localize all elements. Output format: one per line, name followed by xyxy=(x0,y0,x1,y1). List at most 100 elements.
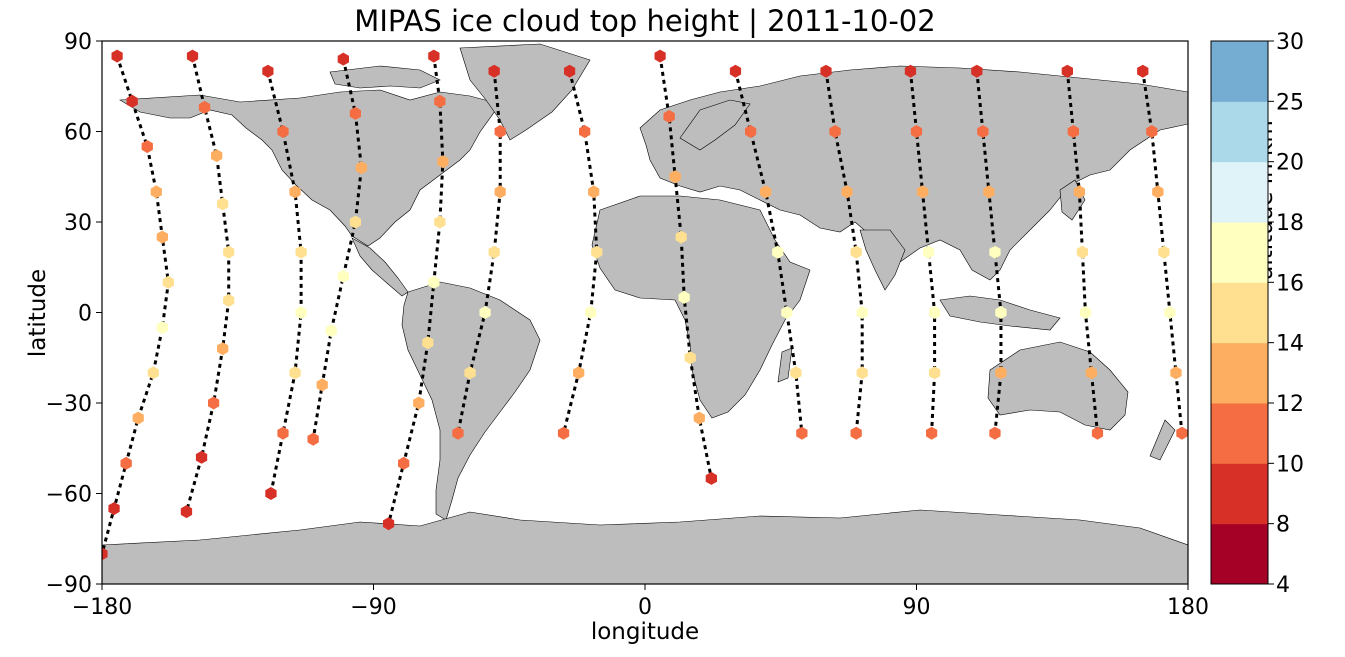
antarctica-landmass xyxy=(102,509,1188,584)
data-point xyxy=(211,149,223,163)
data-point xyxy=(745,125,757,138)
y-tick-label: −60 xyxy=(46,483,92,508)
y-tick-label: 30 xyxy=(64,211,92,236)
data-point xyxy=(195,450,208,464)
data-point xyxy=(557,426,570,440)
data-point xyxy=(971,64,983,78)
data-point xyxy=(841,185,853,199)
data-point xyxy=(337,52,349,66)
colorbar-segment xyxy=(1211,161,1268,223)
colorbar-tick-label: 16 xyxy=(1276,271,1304,296)
data-point xyxy=(262,64,274,78)
data-point xyxy=(217,342,229,356)
data-point xyxy=(349,215,361,229)
data-point xyxy=(102,547,108,561)
data-point xyxy=(1076,245,1088,259)
data-point xyxy=(850,426,862,440)
central-america-landmass xyxy=(351,237,409,297)
y-tick-label: 90 xyxy=(64,30,92,55)
data-point xyxy=(422,336,434,350)
data-point xyxy=(349,106,361,120)
data-point xyxy=(796,426,808,440)
india-landmass xyxy=(859,229,906,291)
australia-landmass xyxy=(987,341,1129,431)
colorbar-tick-label: 10 xyxy=(1276,452,1304,477)
data-point xyxy=(693,411,705,425)
data-point xyxy=(654,49,666,63)
data-point xyxy=(729,64,742,78)
data-point xyxy=(434,94,446,108)
data-point xyxy=(929,366,941,380)
data-point xyxy=(156,230,168,244)
data-point xyxy=(437,155,449,169)
data-point xyxy=(180,505,193,519)
data-point xyxy=(413,396,425,410)
north-america-landmass xyxy=(119,89,501,247)
data-point xyxy=(995,366,1007,380)
data-point xyxy=(850,245,862,259)
data-point xyxy=(398,456,410,470)
data-point xyxy=(1061,64,1073,78)
colorbar-tick-label: 14 xyxy=(1276,332,1304,357)
data-point xyxy=(198,100,211,114)
data-point xyxy=(781,306,793,319)
data-point xyxy=(989,426,1001,440)
data-point xyxy=(383,517,395,531)
data-point xyxy=(141,140,153,154)
data-point xyxy=(111,49,123,63)
colorbar-segment xyxy=(1211,282,1268,344)
colorbar-segment xyxy=(1211,222,1268,283)
data-point xyxy=(820,64,832,78)
data-point xyxy=(989,245,1001,259)
orbit-track xyxy=(102,55,170,555)
data-point xyxy=(1170,366,1182,380)
colorbar-tick-label: 12 xyxy=(1276,392,1304,417)
x-tick-label: 0 xyxy=(638,595,652,620)
data-point xyxy=(1146,125,1158,138)
data-point xyxy=(186,49,199,63)
data-point xyxy=(162,275,174,289)
data-point xyxy=(663,109,675,123)
colorbar-segment xyxy=(1211,101,1268,163)
data-point xyxy=(983,185,995,199)
x-tick-label: 180 xyxy=(1167,595,1209,620)
colorbar: 4 8 10 12 14 16 18 20 25 30 xyxy=(1210,30,1304,598)
data-point xyxy=(916,185,929,199)
data-point xyxy=(147,366,159,380)
data-point xyxy=(772,245,784,259)
data-point xyxy=(428,275,440,289)
colorbar-segment xyxy=(1211,403,1268,464)
data-point xyxy=(337,269,349,283)
data-point xyxy=(591,245,603,259)
x-axis-label: longitude xyxy=(590,619,700,645)
data-point xyxy=(926,426,938,440)
colorbar-segment xyxy=(1211,463,1268,525)
data-point xyxy=(325,324,337,338)
data-point xyxy=(295,245,307,259)
data-point xyxy=(1176,426,1188,440)
new-zealand-landmass xyxy=(1149,419,1176,461)
data-point xyxy=(760,185,772,199)
data-point xyxy=(684,351,696,365)
data-point xyxy=(277,125,289,138)
data-point xyxy=(1079,306,1092,319)
orbit-track xyxy=(185,55,231,513)
y-tick-label: −90 xyxy=(46,573,92,598)
data-point xyxy=(573,366,585,380)
data-point xyxy=(316,378,328,392)
data-point xyxy=(494,125,506,138)
data-point xyxy=(1073,185,1085,199)
data-point xyxy=(678,290,690,304)
colorbar-tick-label: 30 xyxy=(1276,30,1304,55)
colorbar-tick-label: 4 xyxy=(1276,573,1290,598)
data-point xyxy=(1091,426,1104,440)
orbit-track xyxy=(658,55,713,479)
madagascar-landmass xyxy=(777,347,793,383)
data-point xyxy=(977,125,989,138)
data-point xyxy=(910,125,923,138)
data-point xyxy=(464,366,476,380)
data-point xyxy=(829,125,841,138)
africa-landmass xyxy=(591,195,811,419)
